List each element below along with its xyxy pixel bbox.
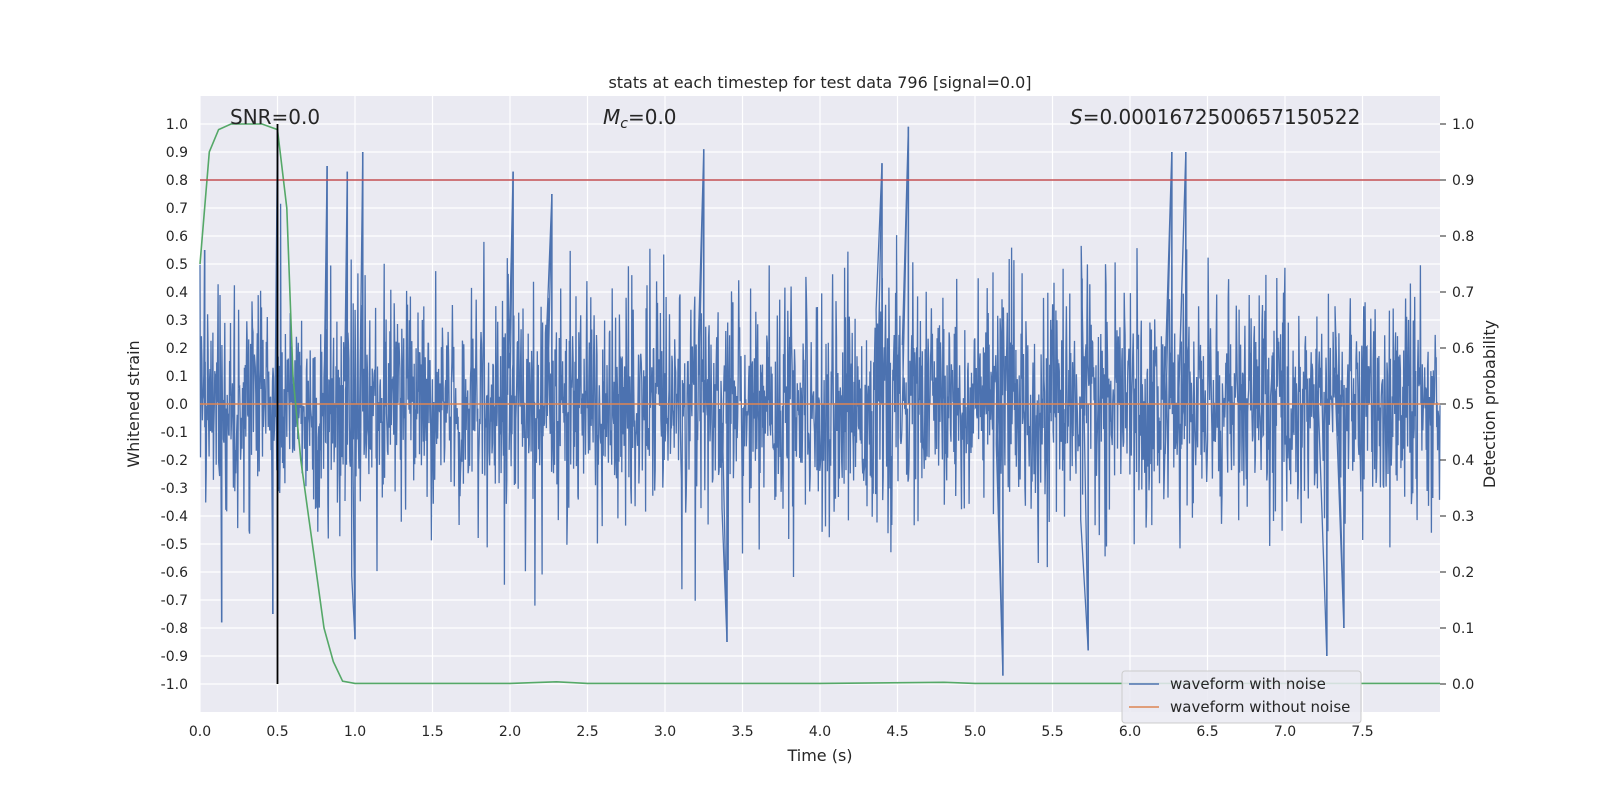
x-tick-label: 3.5 <box>731 724 753 740</box>
y-tick-label: -0.4 <box>161 509 188 525</box>
chart-title: stats at each timestep for test data 796… <box>608 73 1031 92</box>
y-tick-label: -0.8 <box>161 621 188 637</box>
x-tick-label: 4.0 <box>809 724 831 740</box>
x-tick-label: 3.0 <box>654 724 676 740</box>
statistic-value: =0.0001672500657150522 <box>1083 105 1361 129</box>
y2-tick-label: 0.2 <box>1452 565 1474 581</box>
y2-tick-label: 1.0 <box>1452 117 1474 133</box>
y-tick-label: -0.5 <box>161 537 188 553</box>
y2-tick-label: 0.8 <box>1452 229 1474 245</box>
chirp-mass-symbol: M <box>603 105 620 129</box>
x-tick-label: 6.0 <box>1119 724 1141 740</box>
y2-tick-label: 0.4 <box>1452 453 1474 469</box>
y-tick-label: -0.2 <box>161 453 188 469</box>
y2-axis-label: Detection probability <box>1480 320 1499 488</box>
x-axis-label: Time (s) <box>786 746 852 765</box>
x-tick-label: 4.5 <box>886 724 908 740</box>
y-axis-left: 1.0 0.9 0.8 0.7 0.6 0.5 0.4 0.3 0.2 0.1 0.0 -0.1 -0.… <box>161 117 188 693</box>
y2-tick-label: 0.7 <box>1452 285 1474 301</box>
y-tick-label: 1.0 <box>166 117 188 133</box>
y2-tick-label: 0.1 <box>1452 621 1474 637</box>
y2-tick-label: 0.3 <box>1452 509 1474 525</box>
y-axis-label: Whitened strain <box>124 340 143 467</box>
y-tick-label: 0.0 <box>166 397 188 413</box>
series-layer <box>199 123 1441 685</box>
x-tick-label: 1.5 <box>421 724 443 740</box>
x-tick-label: 1.0 <box>344 724 366 740</box>
x-tick-label: 5.0 <box>964 724 986 740</box>
x-tick-label: 0.0 <box>189 724 211 740</box>
x-tick-label: 7.0 <box>1274 724 1296 740</box>
y-tick-label: 0.9 <box>166 145 188 161</box>
x-tick-label: 2.5 <box>576 724 598 740</box>
y-tick-label: 0.2 <box>166 341 188 357</box>
x-tick-label: 7.5 <box>1351 724 1373 740</box>
x-tick-label: 2.0 <box>499 724 521 740</box>
chirp-mass-value: =0.0 <box>628 105 677 129</box>
x-tick-label: 6.5 <box>1196 724 1218 740</box>
y-tick-label: 0.1 <box>166 369 188 385</box>
y-axis-right: 0.0 0.1 0.2 0.3 0.4 0.5 0.6 0.7 0.8 0.9 1.0 <box>1440 117 1474 693</box>
y-tick-label: -0.6 <box>161 565 188 581</box>
y-tick-label: -0.7 <box>161 593 188 609</box>
y-tick-label: -1.0 <box>161 677 188 693</box>
y-tick-label: -0.1 <box>161 425 188 441</box>
y-tick-label: 0.8 <box>166 173 188 189</box>
legend-label-without-noise: waveform without noise <box>1170 698 1350 716</box>
series-detection-probability <box>199 123 1440 685</box>
x-tick-label: 0.5 <box>266 724 288 740</box>
snr-annotation: SNR=0.0 <box>230 105 320 129</box>
y-tick-label: 0.6 <box>166 229 188 245</box>
y-tick-label: -0.9 <box>161 649 188 665</box>
y-tick-label: 0.4 <box>166 285 188 301</box>
statistic-symbol: S <box>1070 105 1083 129</box>
y-tick-label: -0.3 <box>161 481 188 497</box>
chirp-mass-annotation: Mc=0.0 <box>603 105 677 132</box>
y2-tick-label: 0.5 <box>1452 397 1474 413</box>
y2-tick-label: 0.9 <box>1452 173 1474 189</box>
legend-label-with-noise: waveform with noise <box>1170 675 1326 693</box>
x-tick-label: 5.5 <box>1041 724 1063 740</box>
statistic-annotation: S=0.0001672500657150522 <box>1070 105 1360 129</box>
y-tick-label: 0.7 <box>166 201 188 217</box>
x-axis: 0.0 0.5 1.0 1.5 2.0 2.5 3.0 3.5 4.0 4.5 5.0 5.5 6.0 6… <box>189 724 1374 740</box>
y-tick-label: 0.5 <box>166 257 188 273</box>
y2-tick-label: 0.6 <box>1452 341 1474 357</box>
legend: waveform with noise waveform without noi… <box>1121 670 1362 724</box>
series-waveform-with-noise <box>199 126 1441 676</box>
y2-tick-label: 0.0 <box>1452 677 1474 693</box>
y-tick-label: 0.3 <box>166 313 188 329</box>
legend-box <box>1121 670 1362 724</box>
chirp-mass-subscript: c <box>620 116 628 132</box>
